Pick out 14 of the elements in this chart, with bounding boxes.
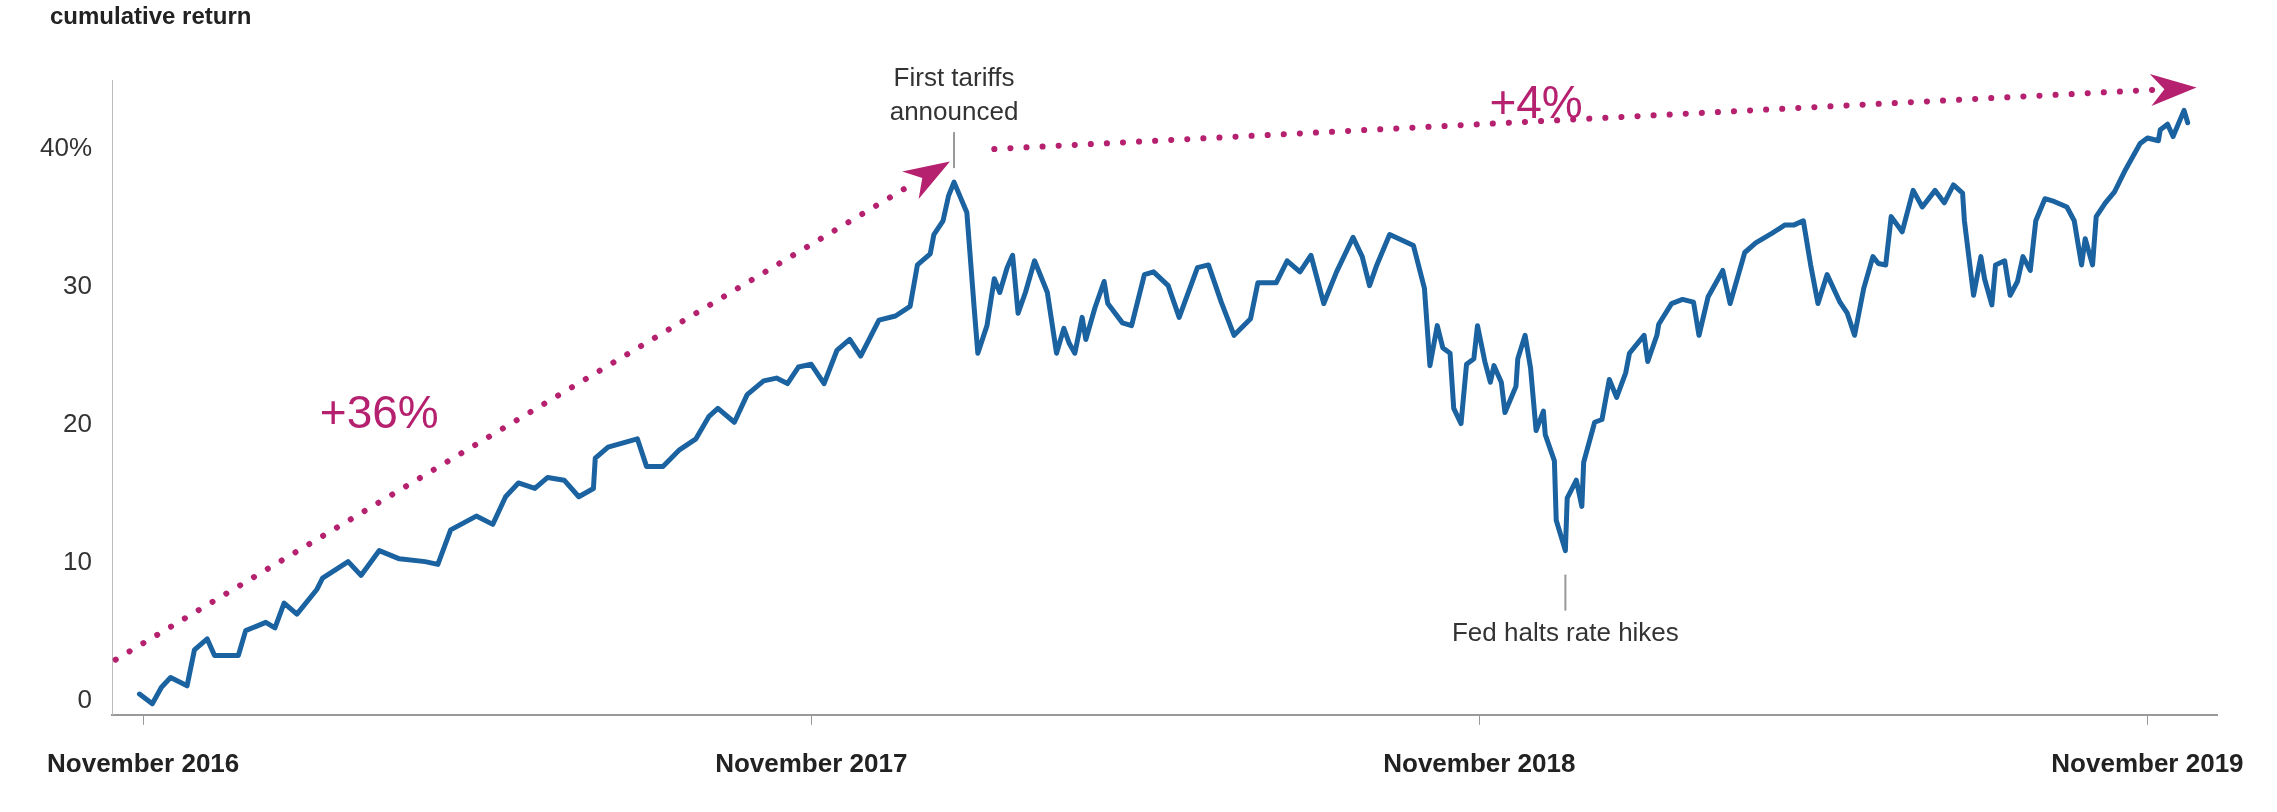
annotation: First tariffs announced (889, 62, 1019, 127)
annotation: Fed halts rate hikes (1451, 616, 1679, 647)
x-tick-label: November 2016 (47, 747, 240, 778)
x-tick-label: November 2018 (1383, 747, 1576, 778)
x-tick-label: November 2019 (2051, 747, 2244, 778)
y-tick-label: 0 (77, 684, 93, 715)
y-tick-label: 20 (63, 408, 93, 439)
y-tick-label: 30 (63, 270, 93, 301)
annotation: +36% (319, 386, 439, 439)
y-tick-label: 10 (63, 546, 93, 577)
annotation: +4% (1489, 75, 1583, 128)
y-tick-label: 40% (39, 132, 93, 163)
chart-title: cumulative return (50, 2, 252, 30)
x-tick-label: November 2017 (715, 747, 908, 778)
